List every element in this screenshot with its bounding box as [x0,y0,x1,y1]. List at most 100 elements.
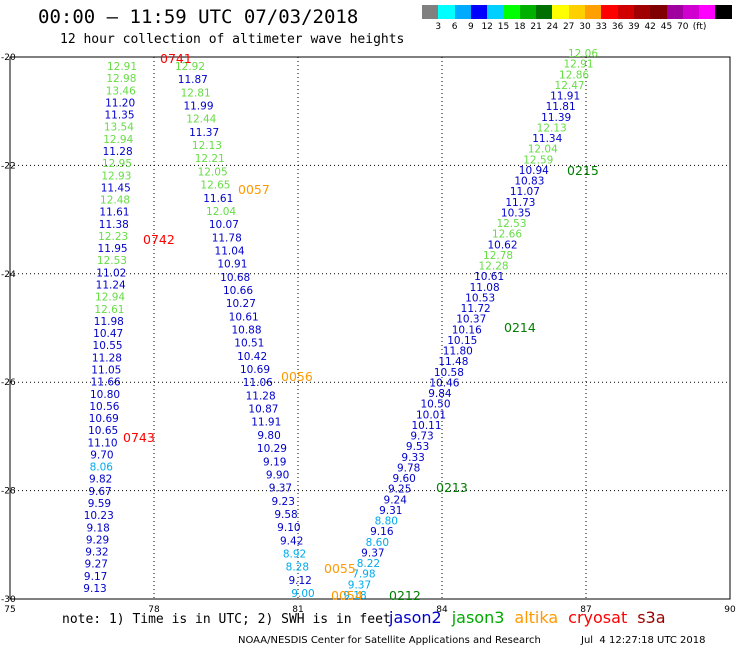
y-tick-label: -24 [1,270,16,280]
colorbar-tick: 39 [628,22,640,32]
data-point: 10.68 [220,272,250,284]
data-point: 8.92 [283,548,306,560]
data-point: 11.02 [96,267,126,279]
data-point: 9.73 [410,431,433,443]
data-point: 8.60 [366,537,389,549]
colorbar-cell [552,5,570,19]
data-point: 10.65 [88,425,118,437]
data-point: 9.42 [280,535,303,547]
data-point: 10.47 [93,328,123,340]
data-point: 10.27 [226,298,256,310]
pass-label: 0215 [567,163,599,178]
data-point: 11.80 [443,346,473,358]
data-point: 12.05 [198,166,228,178]
data-point: 11.35 [104,110,134,122]
data-point: 11.24 [96,280,126,292]
data-point: 9.82 [89,474,112,486]
data-point: 11.28 [92,352,122,364]
pass-label: 0213 [436,480,468,495]
data-point: 12.98 [106,73,136,85]
data-point: 9.90 [266,469,289,481]
data-point: 12.48 [100,195,130,207]
data-point: 9.23 [272,496,295,508]
data-point: 11.61 [203,193,233,205]
colorbar-cell [438,5,456,19]
data-point: 9.00 [291,588,314,600]
colorbar-tick: 21 [530,22,542,32]
y-tick-label: -22 [1,161,16,171]
data-point: 9.37 [269,483,292,495]
colorbar-cell [715,5,733,19]
data-point: 11.87 [178,74,208,86]
colorbar-tick: 18 [514,22,526,32]
legend-cryosat: cryosat [568,608,628,627]
pass-label: 0212 [389,588,421,603]
data-point: 9.84 [428,388,452,400]
data-point: 10.62 [487,239,517,251]
data-point: 12.23 [98,231,128,243]
x-tick-label: 84 [436,605,448,615]
data-point: 11.73 [505,197,535,209]
colorbar-cell [633,5,651,19]
data-point: 12.95 [102,158,132,170]
colorbar-tick: 3 [435,22,442,32]
data-point: 11.48 [438,356,468,368]
data-point: 10.66 [223,285,253,297]
data-point: 11.45 [101,182,131,194]
colorbar-cell [617,5,635,19]
data-point: 12.92 [175,61,205,73]
data-point: 10.88 [231,325,261,337]
data-point: 11.37 [189,127,219,139]
pass-label: 0056 [281,369,313,384]
y-tick-label: -26 [1,378,16,388]
data-point: 11.78 [212,232,242,244]
data-point: 10.61 [229,311,259,323]
legend-altika: altika [514,608,559,627]
data-point: 12.04 [206,206,236,218]
data-point: 11.20 [105,97,135,109]
data-point: 10.69 [240,364,270,376]
data-point: 10.07 [209,219,239,231]
data-point: 11.91 [550,91,580,103]
data-point: 10.58 [434,367,464,379]
data-point: 12.94 [95,292,125,304]
data-point: 10.94 [519,165,549,177]
data-point: 9.33 [401,452,424,464]
data-point: 9.70 [90,449,113,461]
data-point: 11.34 [532,133,562,145]
colorbar-tick: 70 [677,22,689,32]
data-point: 11.61 [99,207,129,219]
data-point: 11.98 [94,316,124,328]
data-point: 9.19 [263,456,286,468]
data-point: 9.37 [348,579,371,591]
data-point: 11.39 [541,112,571,124]
data-point: 12.81 [181,87,211,99]
pass-label: 0214 [504,320,536,335]
data-point: 10.83 [514,176,544,188]
data-point: 10.50 [420,399,450,411]
data-point: 9.18 [343,590,366,602]
colorbar-tick: 15 [497,22,510,32]
data-point: 13.54 [104,122,134,134]
x-tick-label: 75 [4,605,15,615]
pass-label: 0741 [160,51,192,66]
data-point: 12.93 [101,170,131,182]
data-point: 9.60 [392,473,415,485]
pass-label: 0054 [331,588,363,603]
data-point: 10.23 [84,510,114,522]
colorbar-tick: 27 [562,22,575,32]
data-point: 10.56 [89,401,119,413]
colorbar-cell [601,5,619,19]
data-point: 10.69 [89,413,119,425]
data-point: 12.47 [555,80,585,92]
data-point: 12.06 [568,48,598,60]
data-point: 11.72 [461,303,491,315]
colorbar-tick: 30 [579,22,591,32]
colorbar-cell [650,5,668,19]
timestamp-text: Jul 4 12:27:18 UTC 2018 [581,635,706,646]
data-point: 8.22 [357,558,380,570]
data-point: 10.46 [429,377,459,389]
data-point: 11.07 [510,186,540,198]
y-tick-label: -30 [1,595,16,605]
colorbar-cell [422,5,439,19]
